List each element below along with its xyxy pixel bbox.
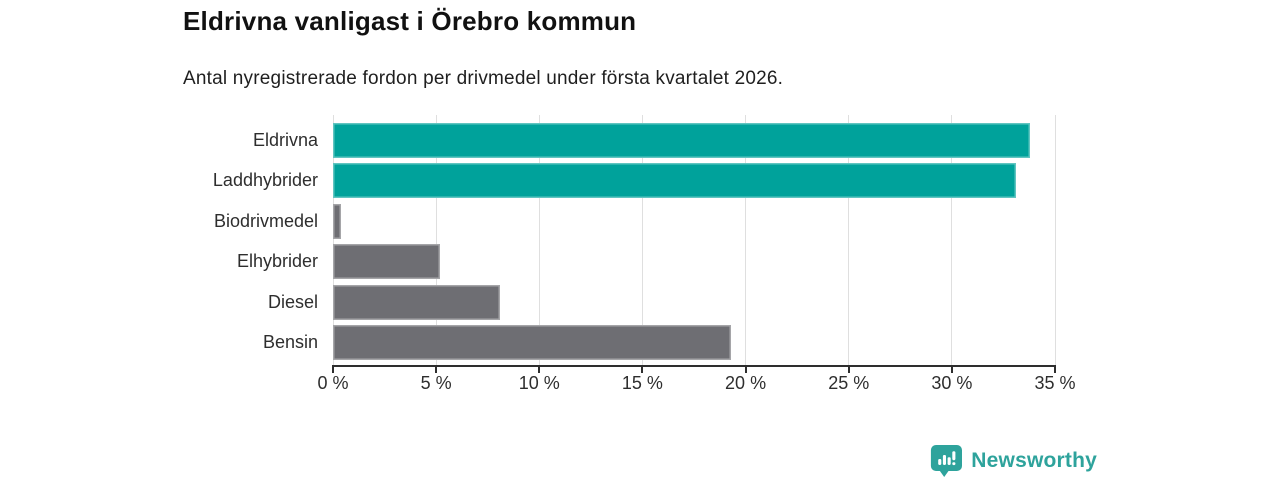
bar-laddhybrider	[333, 163, 1016, 198]
newsworthy-brand-link[interactable]: Newsworthy	[930, 444, 1097, 478]
x-axis-line	[333, 365, 1055, 367]
tickmark	[641, 365, 644, 373]
tickmark	[1054, 365, 1056, 373]
tickmark	[950, 365, 953, 373]
bar-chart: Eldrivna Laddhybrider Biodrivmedel Elhybrid…	[0, 115, 1280, 405]
bar-eldrivna	[333, 122, 1031, 158]
category-label: Biodrivmedel	[213, 210, 318, 231]
bar-biodrivmedel	[333, 203, 342, 239]
gridline	[435, 115, 437, 365]
bar-elhybrider	[333, 244, 441, 279]
x-tick-label: 25 %	[828, 373, 870, 393]
gridline	[848, 115, 850, 365]
x-tick-label: 10 %	[518, 373, 560, 393]
tickmark	[538, 365, 541, 373]
x-tick-label: 30 %	[931, 373, 973, 393]
category-label: Laddhybrider	[212, 170, 318, 190]
tickmark	[332, 365, 334, 373]
newsworthy-logo-icon	[931, 445, 963, 477]
chart-subtitle: Antal nyregistrerade fordon per drivmede…	[183, 68, 784, 89]
gridline	[538, 115, 540, 365]
gridline	[951, 115, 953, 365]
gridline	[745, 115, 747, 365]
x-tick-label: 35 %	[1034, 373, 1076, 393]
category-label: Elhybrider	[236, 251, 318, 271]
gridline	[1054, 115, 1056, 365]
category-label: Eldrivna	[252, 129, 318, 150]
category-label: Bensin	[262, 332, 318, 352]
chart-title: Eldrivna vanligast i Örebro kommun	[183, 6, 637, 36]
plot-area: 0 % 5 % 10 % 15 % 20 % 25 % 30 % 35 %	[317, 115, 1076, 393]
bar-bensin	[333, 325, 732, 360]
x-tick-label: 5 %	[420, 373, 452, 393]
brand-name: Newsworthy	[971, 449, 1097, 472]
category-label: Diesel	[267, 291, 318, 312]
x-tick-label: 15 %	[621, 373, 663, 393]
category-axis-labels: Eldrivna Laddhybrider Biodrivmedel Elhybrid…	[0, 115, 318, 365]
tickmark	[435, 365, 438, 373]
tickmark	[847, 365, 850, 373]
x-tick-label: 0 %	[317, 373, 349, 393]
gridline	[641, 115, 643, 365]
bar-diesel	[333, 284, 501, 320]
gridline	[332, 115, 334, 365]
tickmark	[744, 365, 747, 373]
x-tick-label: 20 %	[725, 373, 767, 393]
